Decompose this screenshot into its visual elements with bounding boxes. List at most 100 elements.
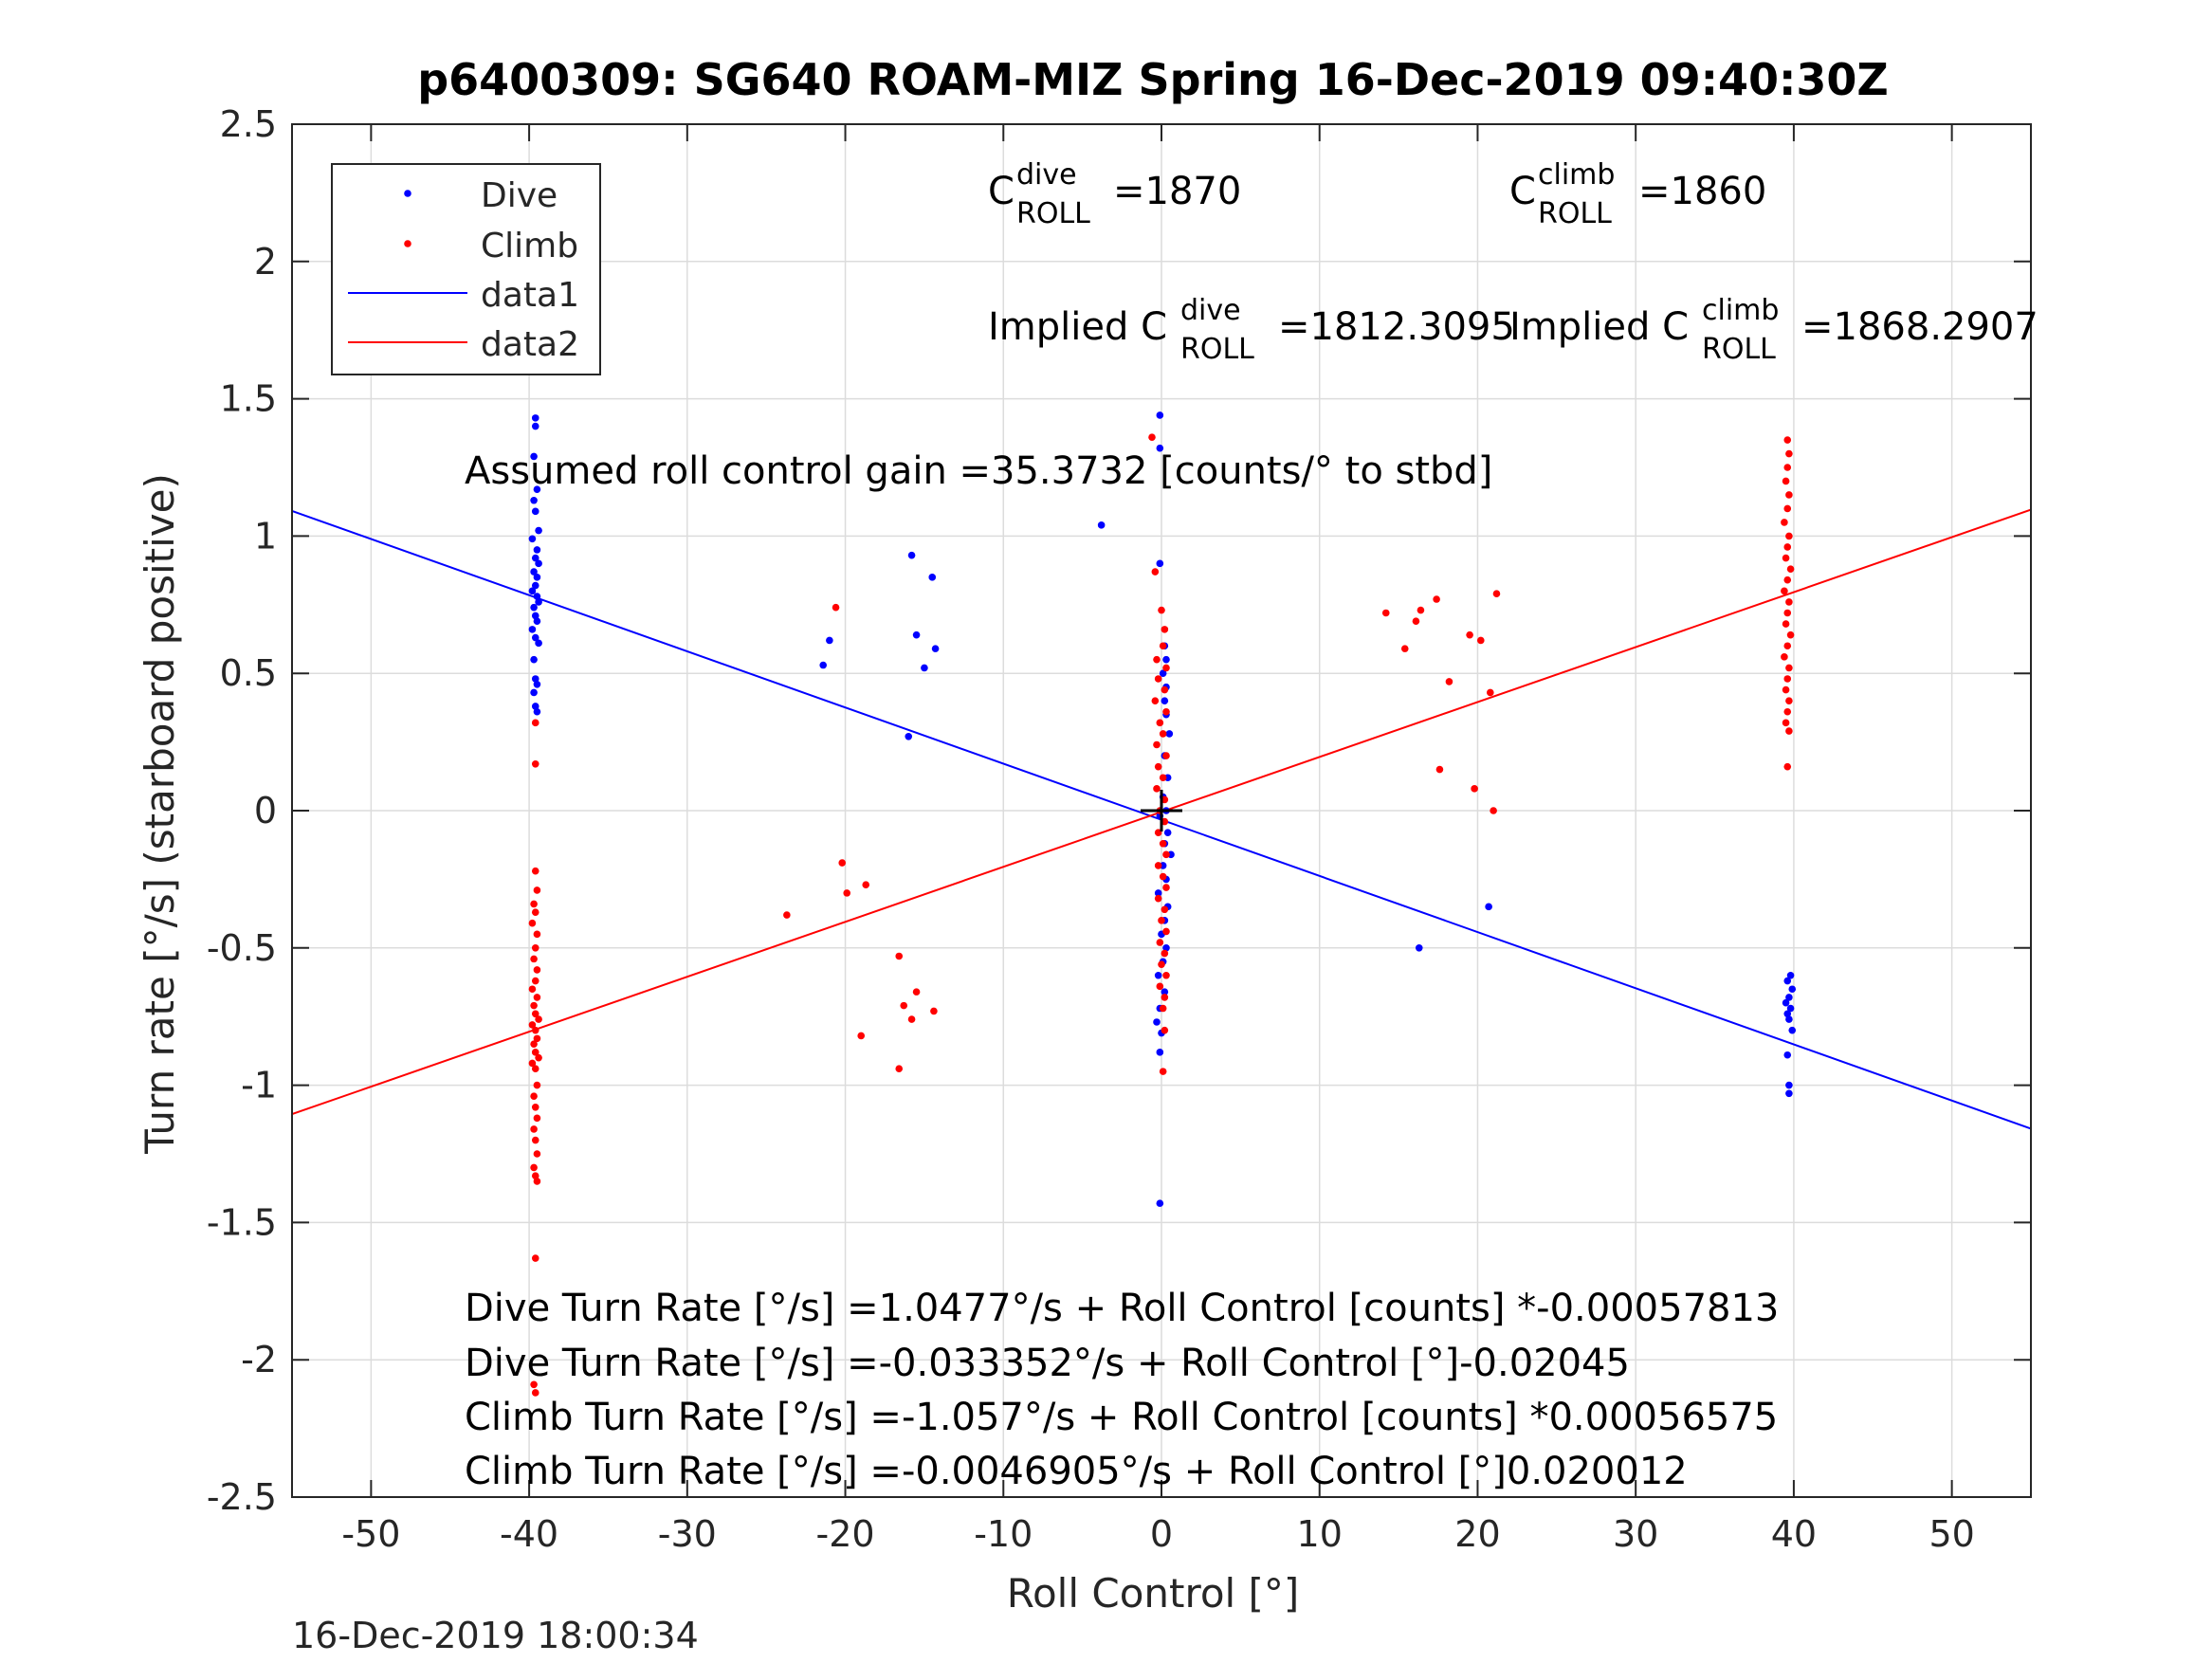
data-point-climb [1782,477,1790,485]
data-point-climb [528,985,537,994]
data-point-climb [1154,675,1162,683]
data-point-dive [1485,903,1492,911]
data-point-dive [528,587,537,595]
legend-label-dive: Dive [481,176,558,215]
data-point-dive [1785,1081,1793,1089]
data-point-climb [783,911,791,919]
data-point-dive [1156,1199,1164,1207]
legend-label-data2: data2 [481,325,579,364]
data-point-climb [1782,685,1790,694]
data-point-dive [535,598,542,606]
data-point-climb [1783,436,1792,444]
data-point-climb [1781,653,1788,661]
c-roll-climb-annotation: C climb ROLL =1860 [1509,158,1766,230]
data-point-dive [907,551,916,559]
data-point-dive [530,688,538,697]
x-tick-label: 10 [1297,1513,1343,1555]
equation-dive-counts: Dive Turn Rate [°/s] =1.0477°/s + Roll C… [465,1287,1779,1330]
data-point-climb [1412,617,1420,625]
legend-marker-climb [404,240,411,247]
chart-title: p6400309: SG640 ROAM-MIZ Spring 16-Dec-2… [417,54,1889,105]
data-point-dive [1163,829,1172,836]
data-point-dive [533,680,541,688]
data-point-dive [535,559,542,568]
data-point-climb [1156,719,1164,727]
data-point-climb [1785,697,1793,704]
data-point-climb [1435,765,1444,774]
data-point-climb [912,988,921,996]
c-dive-value: =1870 [1113,170,1241,213]
x-tick-label: 50 [1929,1513,1974,1555]
data-point-dive [531,414,539,422]
data-point-climb [895,952,904,960]
data-point-dive [531,703,539,710]
data-point-climb [535,1053,542,1062]
data-point-climb [531,944,539,952]
data-point-climb [1782,719,1790,727]
data-point-climb [1783,762,1792,771]
y-tick-label: -1 [241,1065,277,1106]
data-point-dive [535,526,542,535]
data-point-dive [1786,1004,1795,1013]
y-tick-label: -1.5 [207,1201,277,1243]
c-climb-sup: climb [1538,158,1615,192]
data-point-climb [1162,884,1170,891]
data-point-dive [1783,977,1792,985]
legend: Dive Climb data1 data2 [331,163,601,375]
origin-marker [1141,790,1182,832]
data-point-climb [1154,862,1162,869]
data-point-climb [530,1380,538,1389]
data-point-climb [1781,587,1788,595]
data-point-climb [1476,636,1485,645]
data-point-climb [1417,606,1425,614]
data-point-dive [921,664,928,672]
data-point-dive [1165,730,1174,738]
data-point-dive [533,485,541,493]
x-tick-label: -40 [500,1513,558,1555]
data-point-climb [533,1178,541,1185]
implied-climb-value: =1868.2907 [1801,305,2038,349]
x-tick-label: -10 [974,1513,1033,1555]
data-point-climb [1381,609,1390,617]
data-point-dive [1162,944,1170,952]
data-point-climb [1433,595,1440,603]
data-point-dive [1154,889,1162,897]
data-point-dive [530,496,538,504]
c-dive-sub: ROLL [1016,197,1090,230]
data-point-dive [1153,1018,1161,1026]
data-point-climb [1785,664,1793,672]
legend-marker-dive [404,190,411,197]
c-dive-label: C [988,170,1015,213]
data-point-dive [1161,988,1169,996]
data-point-climb [528,1059,537,1068]
data-point-climb [1492,590,1501,598]
x-tick-label: -30 [658,1513,717,1555]
data-point-climb [530,900,538,908]
y-tick-label: 1 [254,515,277,557]
implied-dive-sub: ROLL [1180,333,1254,366]
x-tick-label: 30 [1613,1513,1658,1555]
data-point-climb [533,1114,541,1123]
data-point-dive [1156,411,1164,419]
data-point-climb [531,1103,539,1111]
axis-ticks: -50 -40 -30 -20 -10 0 10 20 30 40 50 2.5 2 1.5 1 0.5 0 -0… [207,103,2031,1555]
data-point-dive [1785,1089,1793,1098]
data-point-dive [1783,1010,1792,1018]
data-point-dive [826,636,833,645]
data-point-dive [533,593,541,600]
data-point-climb [533,966,541,974]
data-point-climb [1158,960,1165,968]
implied-c-roll-climb-annotation: Implied C climb ROLL =1868.2907 [1509,294,2038,366]
data-point-climb [531,867,539,875]
data-point-dive [1783,1051,1792,1059]
data-point-climb [1783,609,1792,617]
x-tick-label: -20 [816,1513,875,1555]
data-point-climb [530,1125,538,1133]
data-point-climb [1783,504,1792,513]
data-point-climb [533,930,541,939]
data-point-dive [1159,669,1167,677]
data-point-dive [531,675,539,683]
c-climb-label: C [1509,170,1536,213]
data-point-dive [928,574,937,581]
data-point-climb [1490,807,1497,814]
